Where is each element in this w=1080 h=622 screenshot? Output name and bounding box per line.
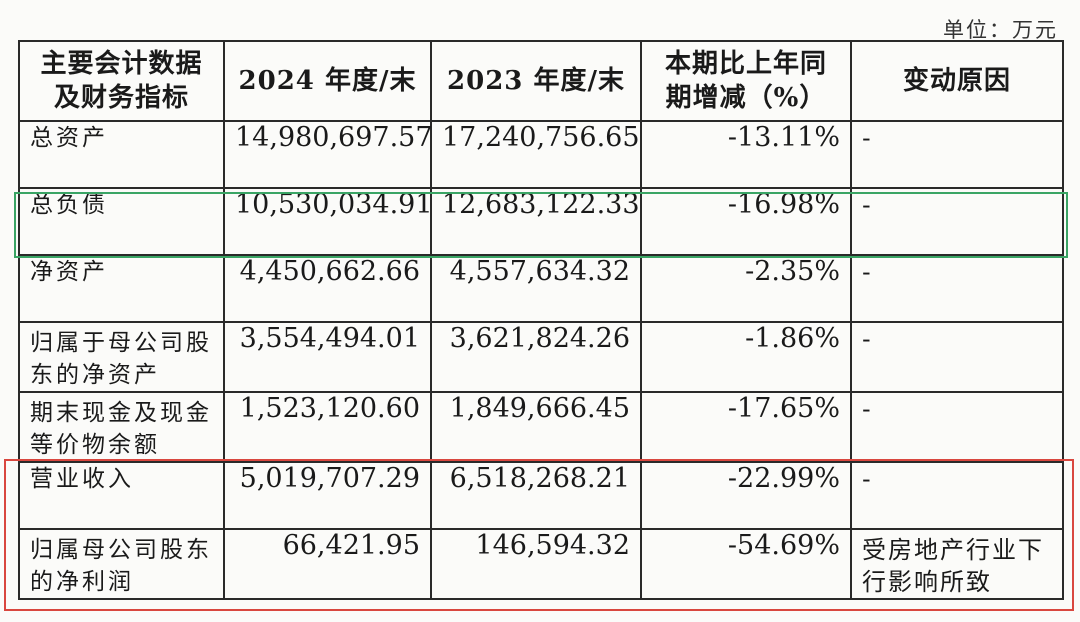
- value-2024: 3,554,494.01: [223, 321, 432, 393]
- value-change: -13.11%: [640, 120, 852, 189]
- value-reason: -: [850, 321, 1064, 393]
- value-2023: 6,518,268.21: [430, 461, 642, 530]
- header-2024: 2024 年度/末: [223, 40, 432, 122]
- value-reason: -: [850, 391, 1064, 463]
- table-row: 归属于母公司股东的净资产 3,554,494.01 3,621,824.26 -…: [18, 321, 1064, 393]
- value-2024: 10,530,034.91: [223, 187, 433, 256]
- header-2023: 2023 年度/末: [430, 40, 642, 122]
- value-reason: -: [850, 187, 1064, 256]
- row-label: 营业收入: [18, 461, 225, 530]
- value-change: -17.65%: [640, 391, 852, 463]
- value-reason: -: [850, 120, 1064, 189]
- value-change: -54.69%: [640, 528, 852, 600]
- row-label: 归属母公司股东的净利润: [18, 528, 225, 600]
- value-2023: 1,849,666.45: [430, 391, 642, 463]
- row-label: 归属于母公司股东的净资产: [18, 321, 225, 393]
- unit-label: 单位：万元: [943, 18, 1058, 42]
- value-change: -2.35%: [640, 254, 852, 323]
- value-2023: 146,594.32: [430, 528, 642, 600]
- value-change: -1.86%: [640, 321, 852, 393]
- value-2024: 14,980,697.57: [223, 120, 433, 189]
- table-header-row: 主要会计数据及财务指标 2024 年度/末 2023 年度/末 本期比上年同期增…: [18, 40, 1064, 122]
- value-change: -16.98%: [640, 187, 852, 256]
- value-2024: 1,523,120.60: [223, 391, 432, 463]
- value-2023: 12,683,122.33: [430, 187, 642, 256]
- header-reason: 变动原因: [850, 40, 1064, 122]
- table-row: 总负债 10,530,034.91 12,683,122.33 -16.98% …: [18, 187, 1064, 256]
- value-change: -22.99%: [640, 461, 852, 530]
- table-row: 营业收入 5,019,707.29 6,518,268.21 -22.99% -: [18, 461, 1064, 530]
- row-label: 期末现金及现金等价物余额: [18, 391, 225, 463]
- row-label: 总资产: [18, 120, 225, 189]
- table-row: 总资产 14,980,697.57 17,240,756.65 -13.11% …: [18, 120, 1064, 189]
- row-label: 净资产: [18, 254, 225, 323]
- value-reason: 受房地产行业下行影响所致: [850, 528, 1064, 600]
- header-change: 本期比上年同期增减（%）: [640, 40, 852, 122]
- value-2024: 4,450,662.66: [223, 254, 432, 323]
- financial-table: 主要会计数据及财务指标 2024 年度/末 2023 年度/末 本期比上年同期增…: [18, 40, 1064, 600]
- row-label: 总负债: [18, 187, 225, 256]
- value-reason: -: [850, 254, 1064, 323]
- value-2024: 5,019,707.29: [223, 461, 432, 530]
- table-row: 期末现金及现金等价物余额 1,523,120.60 1,849,666.45 -…: [18, 391, 1064, 463]
- value-2024: 66,421.95: [223, 528, 432, 600]
- table-row: 归属母公司股东的净利润 66,421.95 146,594.32 -54.69%…: [18, 528, 1064, 600]
- header-indicator: 主要会计数据及财务指标: [18, 40, 225, 122]
- table-row: 净资产 4,450,662.66 4,557,634.32 -2.35% -: [18, 254, 1064, 323]
- value-reason: -: [850, 461, 1064, 530]
- value-2023: 3,621,824.26: [430, 321, 642, 393]
- value-2023: 4,557,634.32: [430, 254, 642, 323]
- value-2023: 17,240,756.65: [430, 120, 642, 189]
